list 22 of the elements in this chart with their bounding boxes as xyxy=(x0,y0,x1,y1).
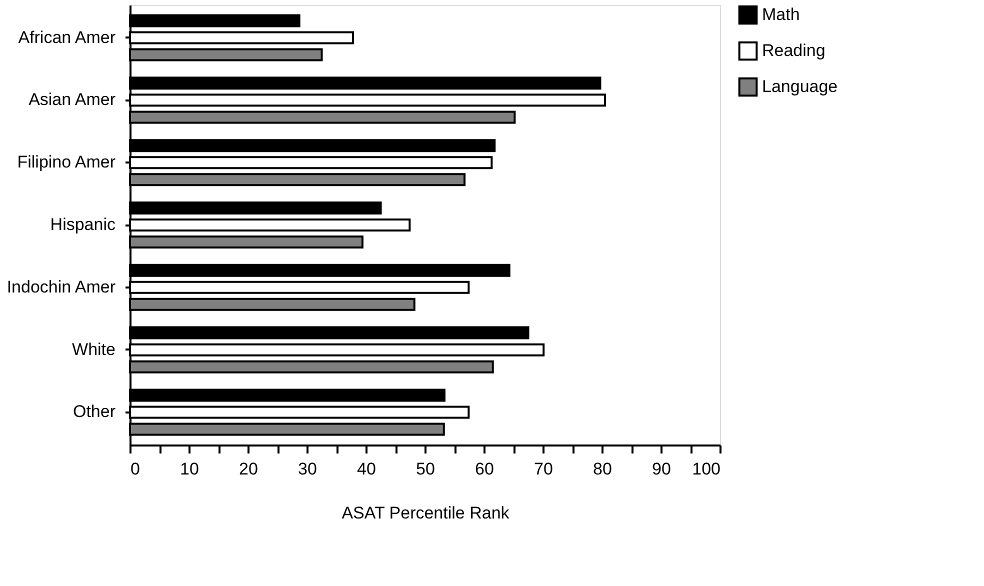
x-tick-label: 50 xyxy=(416,460,435,478)
x-tick-label: 40 xyxy=(357,460,376,478)
x-axis-title: ASAT Percentile Rank xyxy=(342,504,510,522)
x-tick-label: 60 xyxy=(475,460,494,478)
y-tick-label: Asian Amer xyxy=(28,90,116,110)
x-tick-label: 30 xyxy=(298,460,317,478)
y-tick-label: Indochin Amer xyxy=(6,277,116,296)
y-tick-label: African Amer xyxy=(18,28,116,47)
x-tick-label: 0 xyxy=(130,460,140,478)
y-tick-label: Hispanic xyxy=(50,215,116,234)
x-tick-label: 100 xyxy=(692,460,720,478)
y-tick-label: Other xyxy=(72,402,116,422)
y-tick-label: Filipino Amer xyxy=(17,152,116,172)
x-tick-label: 10 xyxy=(180,460,199,478)
legend-label: Math xyxy=(762,5,800,24)
x-tick-label: 80 xyxy=(593,460,612,478)
x-tick-label: 70 xyxy=(534,460,553,478)
y-tick-label: White xyxy=(72,340,116,359)
x-tick-label: 90 xyxy=(652,460,671,478)
legend-label: Language xyxy=(762,77,838,96)
x-tick-label: 20 xyxy=(239,460,258,478)
legend-label: Reading xyxy=(762,41,826,60)
